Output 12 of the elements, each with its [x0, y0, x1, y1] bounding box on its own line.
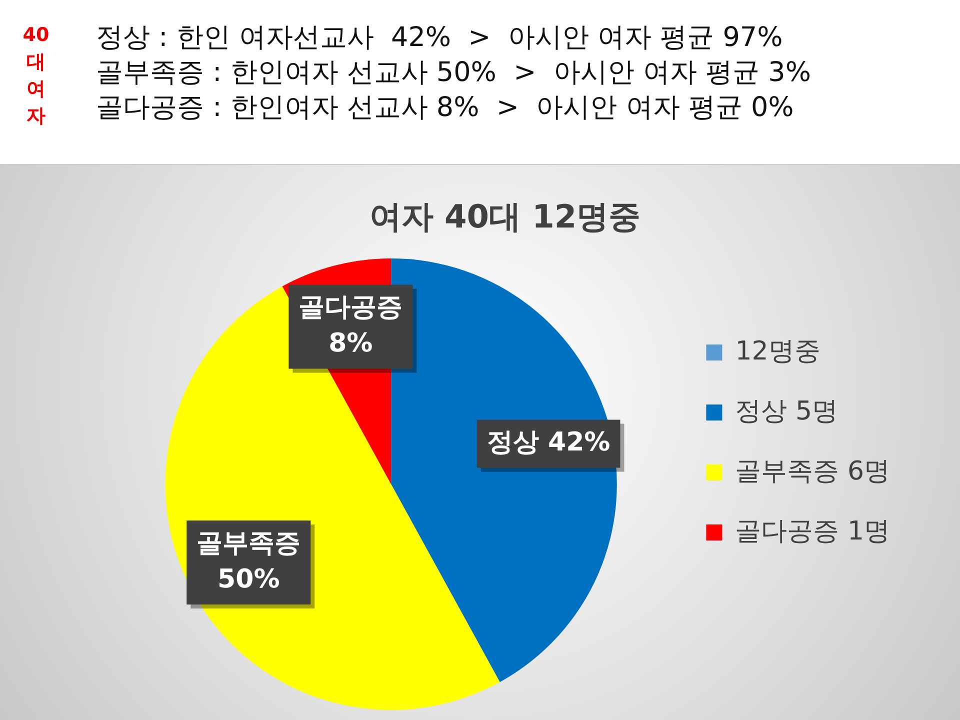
data-label: 골부족증 50%	[196, 528, 301, 594]
legend-label: 골부족증 6명	[735, 456, 890, 486]
text: 정상 : 한인 여자선교사 42% > 아시안 여자 평균 97%	[96, 21, 784, 55]
text: 40대여자	[22, 23, 50, 129]
legend-label: 골다공증 1명	[735, 516, 890, 546]
legend-label: 12명중	[735, 336, 820, 366]
data-label: 골다공증 8%	[298, 292, 403, 358]
data-label: 정상 42%	[486, 428, 610, 458]
legend-label: 정상 5명	[735, 396, 838, 426]
text: 골부족증 : 한인여자 선교사 50% > 아시안 여자 평균 3%	[96, 56, 811, 90]
chart-title: 여자 40대 12명중	[369, 198, 641, 236]
text: 골다공증 : 한인여자 선교사 8% > 아시안 여자 평균 0%	[96, 91, 795, 125]
